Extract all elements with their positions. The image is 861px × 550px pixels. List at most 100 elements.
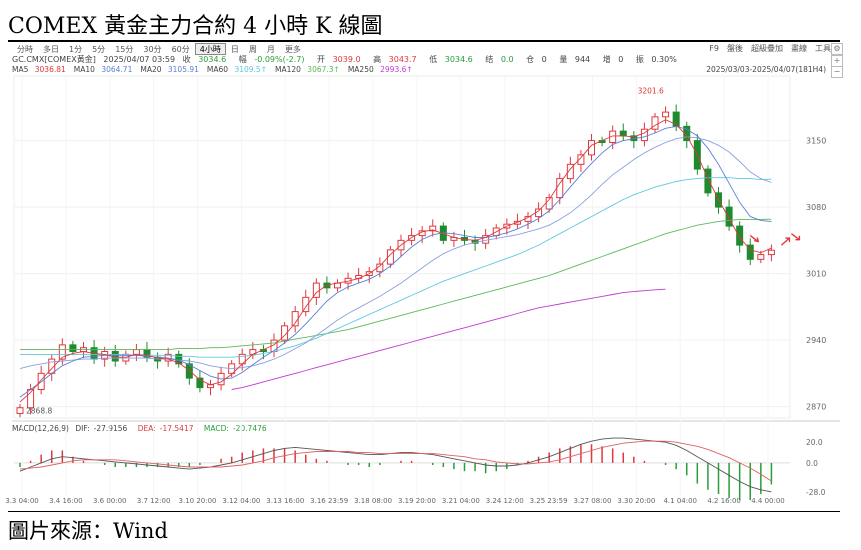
- increase-label: 增: [602, 55, 611, 64]
- period-tab-2[interactable]: 1分: [69, 45, 83, 54]
- toolbar-right-item-3[interactable]: 畫線: [791, 44, 807, 53]
- period-tab-6[interactable]: 60分: [171, 45, 190, 54]
- high-annotation: 3201.6: [638, 87, 664, 96]
- candle-body-70: [757, 254, 765, 260]
- title-rule: [8, 40, 840, 42]
- down-arrow-icon: [749, 235, 760, 243]
- period-tab-11[interactable]: 更多: [284, 45, 301, 54]
- period-tab-0[interactable]: 分時: [17, 45, 33, 54]
- x-tick-8: 3.18 08:00: [354, 497, 392, 505]
- candle-body-5: [69, 344, 77, 353]
- x-tick-5: 3.12 04:00: [222, 497, 260, 505]
- down-right-arrow-icon: [790, 233, 801, 241]
- period-tab-1[interactable]: 多日: [43, 45, 59, 54]
- low-value: 3034.6: [444, 55, 473, 64]
- settings-icon[interactable]: ⚙: [831, 43, 843, 55]
- candle-body-54: [588, 140, 595, 156]
- candle-body-60: [651, 116, 659, 130]
- x-tick-17: 4.4 00:00: [751, 497, 785, 505]
- macd-tick-1: 0.0: [806, 459, 818, 468]
- settle-label: 结: [485, 55, 494, 64]
- candle-body-0: [16, 407, 24, 414]
- symbol-name: GC.CMX[COMEX黃金]: [12, 55, 96, 64]
- open-value: 3039.0: [332, 55, 361, 64]
- toolbar-right-item-4[interactable]: 工具: [815, 44, 831, 53]
- period-tab-4[interactable]: 15分: [115, 45, 134, 54]
- candle-body-53: [577, 154, 585, 165]
- toolbar-right-item-2[interactable]: 超級疊加: [751, 44, 783, 53]
- source-caption: 圖片來源：Wind: [8, 519, 168, 543]
- candle-body-59: [640, 128, 648, 142]
- low-label: 低: [429, 55, 438, 64]
- period-tab-7[interactable]: 4小時: [194, 43, 226, 55]
- candle-body-52: [566, 163, 574, 180]
- dif-label: DIF:: [75, 424, 90, 433]
- period-tab-10[interactable]: 月: [266, 45, 275, 54]
- price-tick-0: 2870: [806, 403, 826, 412]
- period-tab-9[interactable]: 周: [248, 45, 257, 54]
- chart-title: COMEX 黃金主力合約 4 小時 K 線圖: [8, 14, 383, 39]
- increase-value: 0: [618, 55, 624, 64]
- macd-tick-2: -28.0: [806, 488, 826, 497]
- macd-dif-line: [19, 437, 772, 493]
- candle-body-57: [619, 130, 627, 137]
- amplitude-value: 0.30%: [651, 55, 677, 64]
- x-tick-9: 3.19 20:00: [398, 497, 436, 505]
- candle-body-11: [132, 349, 140, 355]
- price-tick-3: 3080: [806, 203, 826, 212]
- candle-body-61: [662, 111, 670, 118]
- x-tick-16: 4.2 16:00: [707, 497, 741, 505]
- candle-body-35: [386, 249, 394, 265]
- ma5-line: [19, 119, 772, 403]
- toolbar-right: F9 盤後 超級疊加 畫線 工具: [709, 43, 831, 55]
- ma-legend-ma20: MA20 3105.91: [140, 65, 199, 74]
- ma-legend-ma120: MA120 3067.3↑: [274, 65, 340, 74]
- ma-legend-ma60: MA60 3109.5↑: [206, 65, 267, 74]
- close-value: 3034.6: [198, 55, 227, 64]
- ma120-line: [20, 218, 772, 351]
- period-tab-5[interactable]: 30分: [143, 45, 162, 54]
- x-tick-6: 3.13 16:00: [266, 497, 304, 505]
- open-label: 开: [317, 55, 326, 64]
- macd-tick-0: 20.0: [806, 438, 823, 447]
- x-tick-15: 4.1 04:00: [663, 497, 697, 505]
- macd-label: MACD:: [203, 424, 229, 433]
- x-tick-13: 3.27 08:00: [573, 497, 611, 505]
- candle-body-25: [281, 325, 289, 341]
- toolbar-right-item-1[interactable]: 盤後: [727, 44, 743, 53]
- source-rule: [8, 511, 840, 512]
- dea-value: -17.5417: [159, 424, 194, 433]
- x-tick-4: 3.10 20:00: [179, 497, 217, 505]
- period-tab-8[interactable]: 日: [230, 45, 239, 54]
- ma-legend-ma250: MA250 2993.6↑: [347, 65, 413, 74]
- candle-body-63: [683, 125, 691, 142]
- x-tick-11: 3.24 12:00: [486, 497, 524, 505]
- oi-value: 0: [541, 55, 547, 64]
- high-label: 高: [373, 55, 382, 64]
- x-tick-12: 3.25 23:59: [530, 497, 568, 505]
- candle-body-4: [58, 344, 66, 360]
- candle-body-65: [704, 168, 712, 194]
- volume-value: 944: [574, 55, 591, 64]
- price-tick-1: 2940: [806, 336, 826, 345]
- dea-label: DEA:: [137, 424, 156, 433]
- candle-body-39: [429, 225, 437, 232]
- minus-indicator-icon[interactable]: −: [831, 66, 843, 78]
- macd-legend-row: MACD(12,26,9) DIF: -27.9156 DEA: -17.5417 …: [12, 424, 275, 433]
- period-tab-3[interactable]: 5分: [92, 45, 106, 54]
- x-tick-1: 3.4 16:00: [49, 497, 83, 505]
- x-tick-10: 3.21 04:00: [442, 497, 480, 505]
- change-value: -0.09%(-2.7): [254, 55, 305, 64]
- price-tick-4: 3150: [806, 137, 826, 146]
- candle-body-27: [302, 296, 310, 313]
- x-tick-2: 3.6 00:00: [93, 497, 127, 505]
- x-tick-0: 3.3 04:00: [5, 497, 39, 505]
- candle-body-47: [513, 220, 521, 225]
- candle-body-49: [535, 208, 543, 218]
- symbol-datetime: 2025/04/07 03:59: [103, 55, 176, 64]
- toolbar-right-item-0[interactable]: F9: [709, 44, 719, 53]
- candle-body-51: [556, 178, 564, 199]
- symbol-info-row: GC.CMX[COMEX黃金] 2025/04/07 03:59 收 3034.…: [12, 55, 687, 65]
- ma60-line: [20, 177, 772, 358]
